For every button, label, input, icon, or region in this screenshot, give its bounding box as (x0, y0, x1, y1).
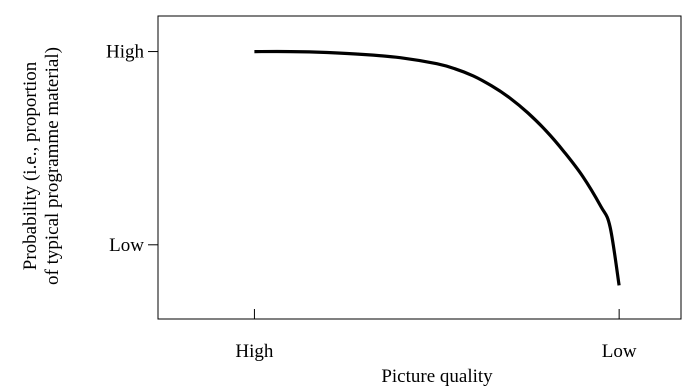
y-axis-title-line-2: of typical programme material) (42, 47, 63, 285)
y-axis-title-line-1: Probability (i.e., proportion (20, 61, 41, 270)
y-tick-label: Low (109, 235, 144, 256)
y-axis-title: Probability (i.e., proportion of typical… (20, 47, 63, 285)
x-tick-label: High (235, 341, 274, 362)
y-axis-ticks: High Low (106, 42, 158, 256)
series-layer (254, 49, 621, 286)
series-line (254, 49, 621, 286)
x-axis-title: Picture quality (381, 366, 493, 387)
y-tick-label: High (106, 42, 145, 63)
plot-frame (157, 15, 682, 320)
x-axis-ticks: High Low (235, 309, 637, 362)
x-tick-label: Low (602, 341, 637, 362)
